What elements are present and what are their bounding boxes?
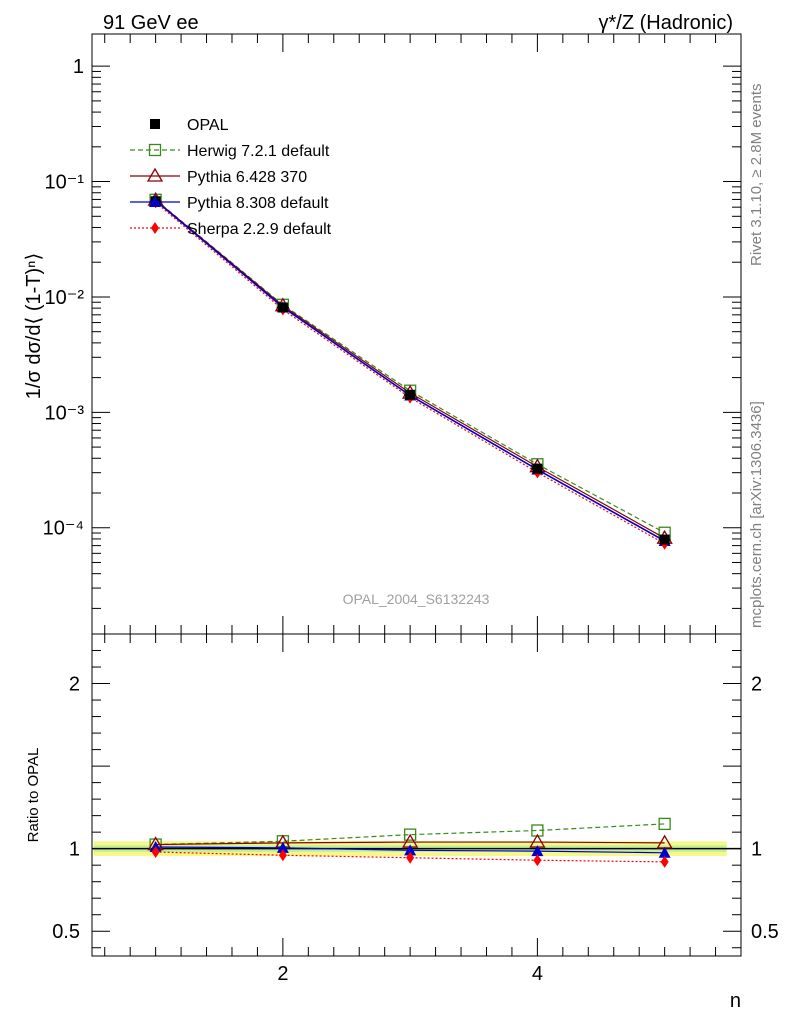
ratio-line-sherpa bbox=[155, 851, 665, 863]
series-line-pythia6 bbox=[155, 199, 665, 539]
ratio-point-pythia8 bbox=[531, 845, 544, 857]
series-line-sherpa bbox=[155, 201, 665, 545]
legend-label-sherpa: Sherpa 2.2.9 default bbox=[187, 221, 332, 238]
ratio-point-sherpa bbox=[151, 845, 160, 858]
ratio-point-herwig bbox=[403, 828, 417, 841]
series-line-herwig bbox=[155, 199, 665, 534]
y-tick-label: 1 bbox=[73, 56, 84, 78]
x-axis-title: n bbox=[730, 990, 741, 1012]
legend-marker-pythia8 bbox=[149, 196, 161, 207]
mcplots-label: mcplots.cern.ch [arXiv:1306.3436] bbox=[748, 401, 765, 628]
ratio-frame bbox=[91, 633, 742, 957]
y-tick-label: 10⁻⁴ bbox=[43, 518, 84, 540]
ratio-y-axis-title: Ratio to OPAL bbox=[25, 748, 42, 843]
header-right-label: γ*/Z (Hadronic) bbox=[599, 12, 733, 34]
ratio-point-pythia8 bbox=[276, 841, 289, 853]
x-tick-label: 4 bbox=[532, 963, 543, 985]
legend-label-pythia8: Pythia 8.308 default bbox=[187, 195, 329, 212]
y-tick-label: 0.5 bbox=[52, 921, 80, 943]
ratio-point-pythia8 bbox=[404, 844, 417, 856]
y-tick-label: 10⁻³ bbox=[45, 402, 85, 424]
y-tick-label: 2 bbox=[69, 674, 80, 696]
y-tick-label-right: 1 bbox=[751, 839, 762, 861]
legend-label-pythia6: Pythia 6.428 370 bbox=[187, 169, 307, 186]
y-tick-label: 10⁻¹ bbox=[45, 172, 85, 194]
analysis-watermark: OPAL_2004_S6132243 bbox=[343, 591, 490, 607]
series-line-pythia8 bbox=[155, 200, 666, 542]
data-point-opal bbox=[532, 463, 543, 474]
x-tick-label: 2 bbox=[277, 963, 288, 985]
legend: OPAL Herwig 7.2.1 default Pythia 6.428 370… bbox=[130, 117, 332, 238]
rivet-label: Rivet 3.1.10, ≥ 2.8M events bbox=[748, 84, 765, 267]
ratio-point-sherpa bbox=[660, 855, 669, 868]
ratio-point-herwig bbox=[658, 817, 671, 831]
data-point-opal bbox=[659, 534, 670, 545]
y-tick-label: 10⁻² bbox=[45, 287, 85, 309]
main-y-axis-title: 1/σ dσ/d⟨ (1-T)ⁿ⟩ bbox=[23, 253, 45, 400]
header-left-label: 91 GeV ee bbox=[103, 12, 199, 34]
ratio-line-pythia6 bbox=[155, 841, 665, 846]
legend-marker-sherpa bbox=[151, 222, 159, 234]
legend-label-herwig: Herwig 7.2.1 default bbox=[187, 143, 330, 160]
legend-label-opal: OPAL bbox=[187, 117, 229, 134]
ratio-point-sherpa bbox=[406, 851, 415, 864]
ratio-point-pythia8 bbox=[658, 846, 671, 858]
ratio-point-sherpa bbox=[278, 849, 287, 862]
data-point-opal bbox=[405, 389, 416, 400]
legend-marker-pythia6 bbox=[146, 167, 164, 182]
ratio-panel: 2 4 0.5 0.5 1 1 2 2 bbox=[52, 633, 779, 985]
legend-marker-herwig bbox=[148, 143, 162, 157]
legend-marker-opal bbox=[150, 119, 160, 129]
ratio-line-herwig bbox=[155, 823, 665, 846]
y-tick-label-right: 2 bbox=[751, 674, 762, 696]
ratio-point-sherpa bbox=[533, 854, 542, 867]
main-panel: 10⁻⁴ 10⁻³ 10⁻² 10⁻¹ 1 bbox=[43, 33, 742, 635]
y-tick-label-right: 0.5 bbox=[751, 921, 779, 943]
data-point-opal bbox=[277, 302, 288, 313]
y-tick-label: 1 bbox=[69, 839, 80, 861]
